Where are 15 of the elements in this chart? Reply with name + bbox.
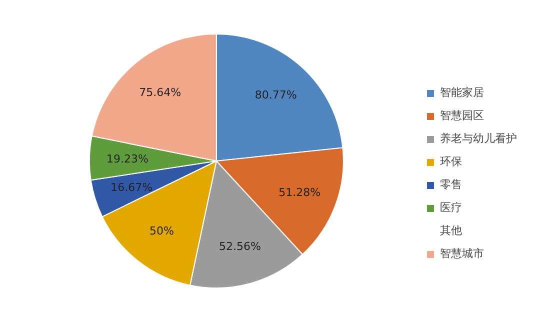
data-label: 80.77% (254, 88, 297, 102)
legend-label: 智慧城市 (440, 246, 484, 261)
legend-label: 医疗 (440, 200, 462, 215)
category-label: 其他 (440, 224, 462, 237)
data-label: 75.64% (139, 86, 182, 99)
legend-label: 智慧园区 (440, 108, 484, 123)
data-label: 16.67% (110, 180, 153, 194)
legend-label: 环保 (440, 154, 462, 169)
data-label: 52.56% (218, 240, 261, 254)
legend-label: 零售 (440, 177, 462, 192)
data-label: 19.23% (106, 152, 149, 166)
data-label: 50% (149, 224, 174, 238)
legend-label: 养老与幼儿看护 (440, 131, 517, 146)
data-label: 51.28% (278, 186, 321, 199)
legend-label: 智能家居 (440, 85, 484, 100)
